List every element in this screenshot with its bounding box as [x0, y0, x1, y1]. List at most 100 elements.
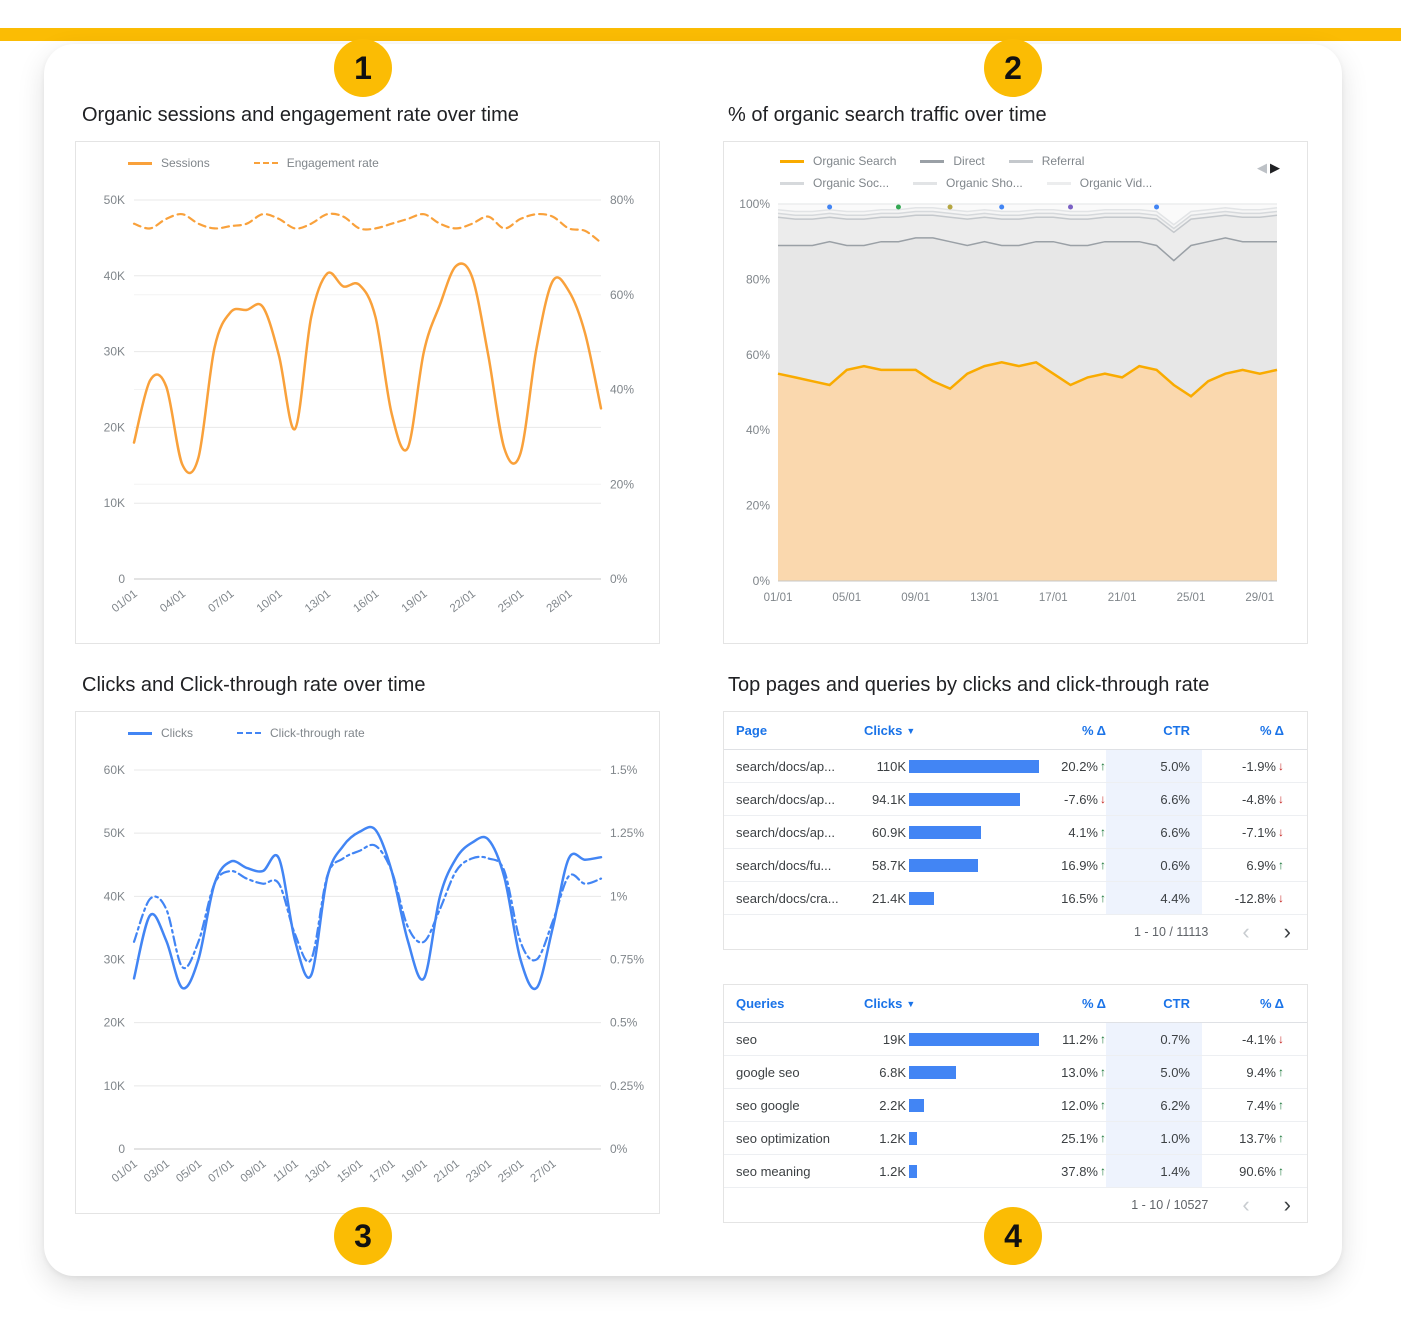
- dashboard-card: Organic sessions and engagement rate ove…: [44, 44, 1342, 1276]
- table-row[interactable]: search/docs/fu... 58.7K 16.9% ↑ 0.6% 6.9% ↑: [724, 849, 1307, 882]
- svg-text:28/01: 28/01: [545, 588, 575, 615]
- sessions-engagement-plot: 0 10K 20K 30K 40K 50K 0% 20% 40% 60% 80% 01/01 04/01…: [104, 193, 635, 615]
- legend-item-organic-soc[interactable]: Organic Soc...: [780, 176, 889, 190]
- legend-item-referral[interactable]: Referral: [1008, 154, 1084, 168]
- svg-text:04/01: 04/01: [158, 588, 188, 615]
- next-page-button[interactable]: ›: [1278, 921, 1297, 943]
- arrow-up-icon: ↑: [1278, 1098, 1284, 1112]
- column-header-clicks-delta[interactable]: % Δ: [1081, 996, 1106, 1011]
- legend-item-engagement-rate[interactable]: Engagement rate: [253, 156, 379, 170]
- legend-next-icon[interactable]: ▶: [1270, 160, 1283, 175]
- organic-traffic-share-chart[interactable]: 0% 20% 40% 60% 80% 100% 01/01 05/01 09/01 13/01 17…: [723, 141, 1308, 644]
- step-badge-4: 4: [984, 1207, 1042, 1265]
- clicks-bar: [909, 1098, 924, 1112]
- organic-search-line: [777, 360, 1278, 398]
- legend-swatch: [128, 731, 152, 735]
- arrow-up-icon: ↑: [1278, 1131, 1284, 1145]
- ctr-value: 1.0%: [1106, 1122, 1202, 1154]
- table-row[interactable]: seo google 2.2K 12.0% ↑ 6.2% 7.4% ↑: [724, 1089, 1307, 1122]
- clicks-bar: [909, 792, 1020, 806]
- series-point-marker: [999, 204, 1005, 210]
- clicks-delta: 25.1% ↑: [1061, 1130, 1106, 1146]
- panel-title-traffic: % of organic search traffic over time: [728, 104, 1047, 126]
- clicks-bar: [909, 1131, 917, 1145]
- arrow-up-icon: ↑: [1100, 1032, 1106, 1046]
- clicks-cell: 58.7K: [854, 858, 1044, 873]
- svg-text:03/01: 03/01: [142, 1158, 172, 1185]
- row-label: search/docs/cra...: [736, 890, 839, 906]
- legend-item-sessions[interactable]: Sessions: [128, 156, 210, 170]
- table-row[interactable]: search/docs/ap... 60.9K 4.1% ↑ 6.6% -7.1% ↓: [724, 816, 1307, 849]
- arrow-down-icon: ↓: [1278, 891, 1284, 905]
- svg-text:0: 0: [118, 1142, 125, 1156]
- legend-item-direct[interactable]: Direct: [920, 154, 985, 168]
- table-row[interactable]: seo optimization 1.2K 25.1% ↑ 1.0% 13.7% ↑: [724, 1122, 1307, 1155]
- arrow-up-icon: ↑: [1100, 1164, 1106, 1178]
- step-badge-3: 3: [334, 1207, 392, 1265]
- series-point-marker: [895, 204, 901, 210]
- ctr-value: 0.7%: [1106, 1023, 1202, 1055]
- column-header-ctr-delta[interactable]: % Δ: [1259, 996, 1284, 1011]
- legend-item-click-through-rate[interactable]: Click-through rate: [237, 726, 365, 740]
- table-row[interactable]: search/docs/cra... 21.4K 16.5% ↑ 4.4% -12.8% ↓: [724, 882, 1307, 915]
- clicks-delta: 16.9% ↑: [1061, 857, 1106, 873]
- column-header-ctr[interactable]: CTR: [1163, 723, 1190, 738]
- svg-text:20K: 20K: [104, 1016, 125, 1030]
- ctr-value: 5.0%: [1106, 750, 1202, 782]
- column-header-ctr-delta[interactable]: % Δ: [1259, 723, 1284, 738]
- chart-legend-row-2: Organic Soc... Organic Sho... Organic Vid.…: [780, 176, 1176, 190]
- legend-prev-icon[interactable]: ◀: [1257, 160, 1270, 175]
- ctr-delta: 9.4% ↑: [1246, 1064, 1284, 1080]
- ctr-value: 5.0%: [1106, 1056, 1202, 1088]
- column-header-clicks[interactable]: Clicks ▼: [864, 723, 916, 738]
- clicks-ctr-chart[interactable]: 0 10K 20K 30K 40K 50K 60K 0% 0.25% 0.5% 0.75% 1% 1.2…: [75, 711, 660, 1214]
- ctr-delta: 7.4% ↑: [1246, 1097, 1284, 1113]
- organic-search-area: [778, 362, 1277, 581]
- chart-legend: Clicks Click-through rate: [128, 726, 409, 740]
- clicks-cell: 60.9K: [854, 825, 1044, 840]
- clicks-cell: 6.8K: [854, 1065, 1044, 1080]
- svg-text:60%: 60%: [746, 348, 770, 362]
- svg-text:50K: 50K: [104, 193, 125, 207]
- legend-item-clicks[interactable]: Clicks: [128, 726, 193, 740]
- ctr-value: 6.6%: [1106, 816, 1202, 848]
- column-header-ctr[interactable]: CTR: [1163, 996, 1190, 1011]
- next-page-button[interactable]: ›: [1278, 1194, 1297, 1216]
- table-row[interactable]: search/docs/ap... 110K 20.2% ↑ 5.0% -1.9% ↓: [724, 750, 1307, 783]
- column-header-queries[interactable]: Queries: [736, 996, 785, 1011]
- svg-text:21/01: 21/01: [432, 1158, 462, 1185]
- table-row[interactable]: search/docs/ap... 94.1K -7.6% ↓ 6.6% -4.8% ↓: [724, 783, 1307, 816]
- svg-text:40%: 40%: [610, 383, 634, 397]
- ctr-delta: -1.9% ↓: [1242, 758, 1284, 774]
- sessions-engagement-chart[interactable]: 0 10K 20K 30K 40K 50K 0% 20% 40% 60% 80% 01/01 04/01…: [75, 141, 660, 644]
- direct-area: [778, 237, 1277, 397]
- legend-item-organic-vid[interactable]: Organic Vid...: [1046, 176, 1152, 190]
- row-label: seo optimization: [736, 1130, 830, 1146]
- series-point-marker: [1154, 204, 1160, 210]
- row-label: search/docs/ap...: [736, 758, 835, 774]
- ctr-value: 1.4%: [1106, 1155, 1202, 1187]
- legend-swatch: [128, 161, 152, 165]
- table-row[interactable]: google seo 6.8K 13.0% ↑ 5.0% 9.4% ↑: [724, 1056, 1307, 1089]
- prev-page-button[interactable]: ‹: [1236, 921, 1255, 943]
- table-header-row: Queries Clicks ▼ % Δ CTR % Δ: [724, 985, 1307, 1023]
- table-row[interactable]: seo meaning 1.2K 37.8% ↑ 1.4% 90.6% ↑: [724, 1155, 1307, 1188]
- prev-page-button[interactable]: ‹: [1236, 1194, 1255, 1216]
- legend-item-organic-sho[interactable]: Organic Sho...: [913, 176, 1023, 190]
- legend-item-organic-search[interactable]: Organic Search: [780, 154, 896, 168]
- svg-text:80%: 80%: [746, 272, 770, 286]
- svg-text:13/01: 13/01: [970, 592, 999, 604]
- legend-swatch: [780, 181, 804, 185]
- svg-text:01/01: 01/01: [764, 592, 793, 604]
- clicks-cell: 19K: [854, 1032, 1044, 1047]
- column-header-clicks-delta[interactable]: % Δ: [1081, 723, 1106, 738]
- legend-label: Clicks: [161, 726, 193, 740]
- clicks-bar: [909, 759, 1039, 773]
- arrow-up-icon: ↑: [1100, 1131, 1106, 1145]
- column-header-page[interactable]: Page: [736, 723, 768, 738]
- svg-text:25/01: 25/01: [496, 588, 526, 615]
- table-row[interactable]: seo 19K 11.2% ↑ 0.7% -4.1% ↓: [724, 1023, 1307, 1056]
- legend-label: Click-through rate: [270, 726, 365, 740]
- svg-text:07/01: 07/01: [206, 1158, 236, 1185]
- column-header-clicks[interactable]: Clicks ▼: [864, 996, 916, 1011]
